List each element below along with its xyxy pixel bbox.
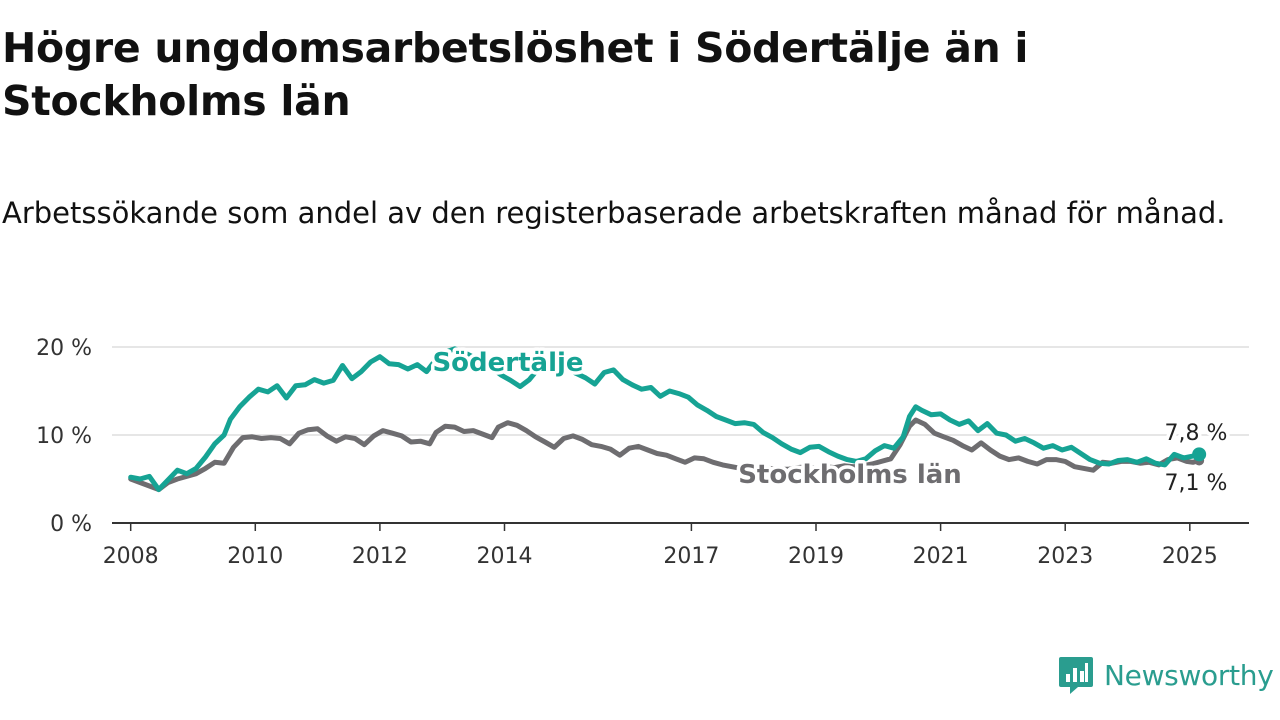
- end-value-label-stockholm: 7,1 %: [1165, 471, 1228, 496]
- x-tick-label: 2017: [663, 544, 719, 569]
- series-label-stockholm-halo: Stockholms län: [738, 460, 962, 490]
- chart-title: Högre ungdomsarbetslöshet i Södertälje ä…: [2, 24, 1029, 125]
- x-tick-label: 2019: [788, 544, 844, 569]
- y-tick-label: 0 %: [50, 512, 92, 537]
- y-tick-label: 20 %: [36, 336, 92, 361]
- grid-lines: [112, 346, 1249, 436]
- end-point-sodertalje: [1192, 447, 1207, 462]
- end-value-label-stockholm-halo: 7,1 %: [1165, 471, 1228, 496]
- series-label-sodertalje-halo: Södertälje: [432, 348, 583, 378]
- x-tick-label: 2010: [227, 544, 283, 569]
- brand-name: Newsworthy: [1104, 658, 1274, 692]
- line-chart: 0 % 10 % 20 % 2008 2010 2012 2014 2017 2019 2021…: [36, 336, 1249, 569]
- series-label-sodertalje: Södertälje: [432, 348, 583, 378]
- series-lines: [128, 346, 1207, 493]
- end-value-label-sodertalje-halo: 7,8 %: [1165, 421, 1228, 446]
- end-value-label-sodertalje: 7,8 %: [1165, 421, 1228, 446]
- series-line-stockholm: [128, 417, 1202, 493]
- chart-subtitle: Arbetssökande som andel av den registerb…: [2, 196, 1226, 230]
- series-label-stockholm: Stockholms län: [738, 460, 962, 490]
- newsworthy-logo-icon: [1059, 657, 1093, 694]
- x-tick-label: 2012: [352, 544, 408, 569]
- y-tick-label: 10 %: [36, 424, 92, 449]
- x-tick-label: 2021: [913, 544, 969, 569]
- x-tick-label: 2023: [1037, 544, 1093, 569]
- x-axis: 2008 2010 2012 2014 2017 2019 2021 2023 2025: [103, 522, 1249, 569]
- x-tick-label: 2025: [1162, 544, 1218, 569]
- series-line-sodertalje: [128, 346, 1202, 493]
- x-tick-label: 2014: [476, 544, 532, 569]
- x-tick-label: 2008: [103, 544, 159, 569]
- y-axis-ticks: 0 % 10 % 20 %: [36, 336, 92, 537]
- newsworthy-logo: Newsworthy: [1058, 654, 1274, 696]
